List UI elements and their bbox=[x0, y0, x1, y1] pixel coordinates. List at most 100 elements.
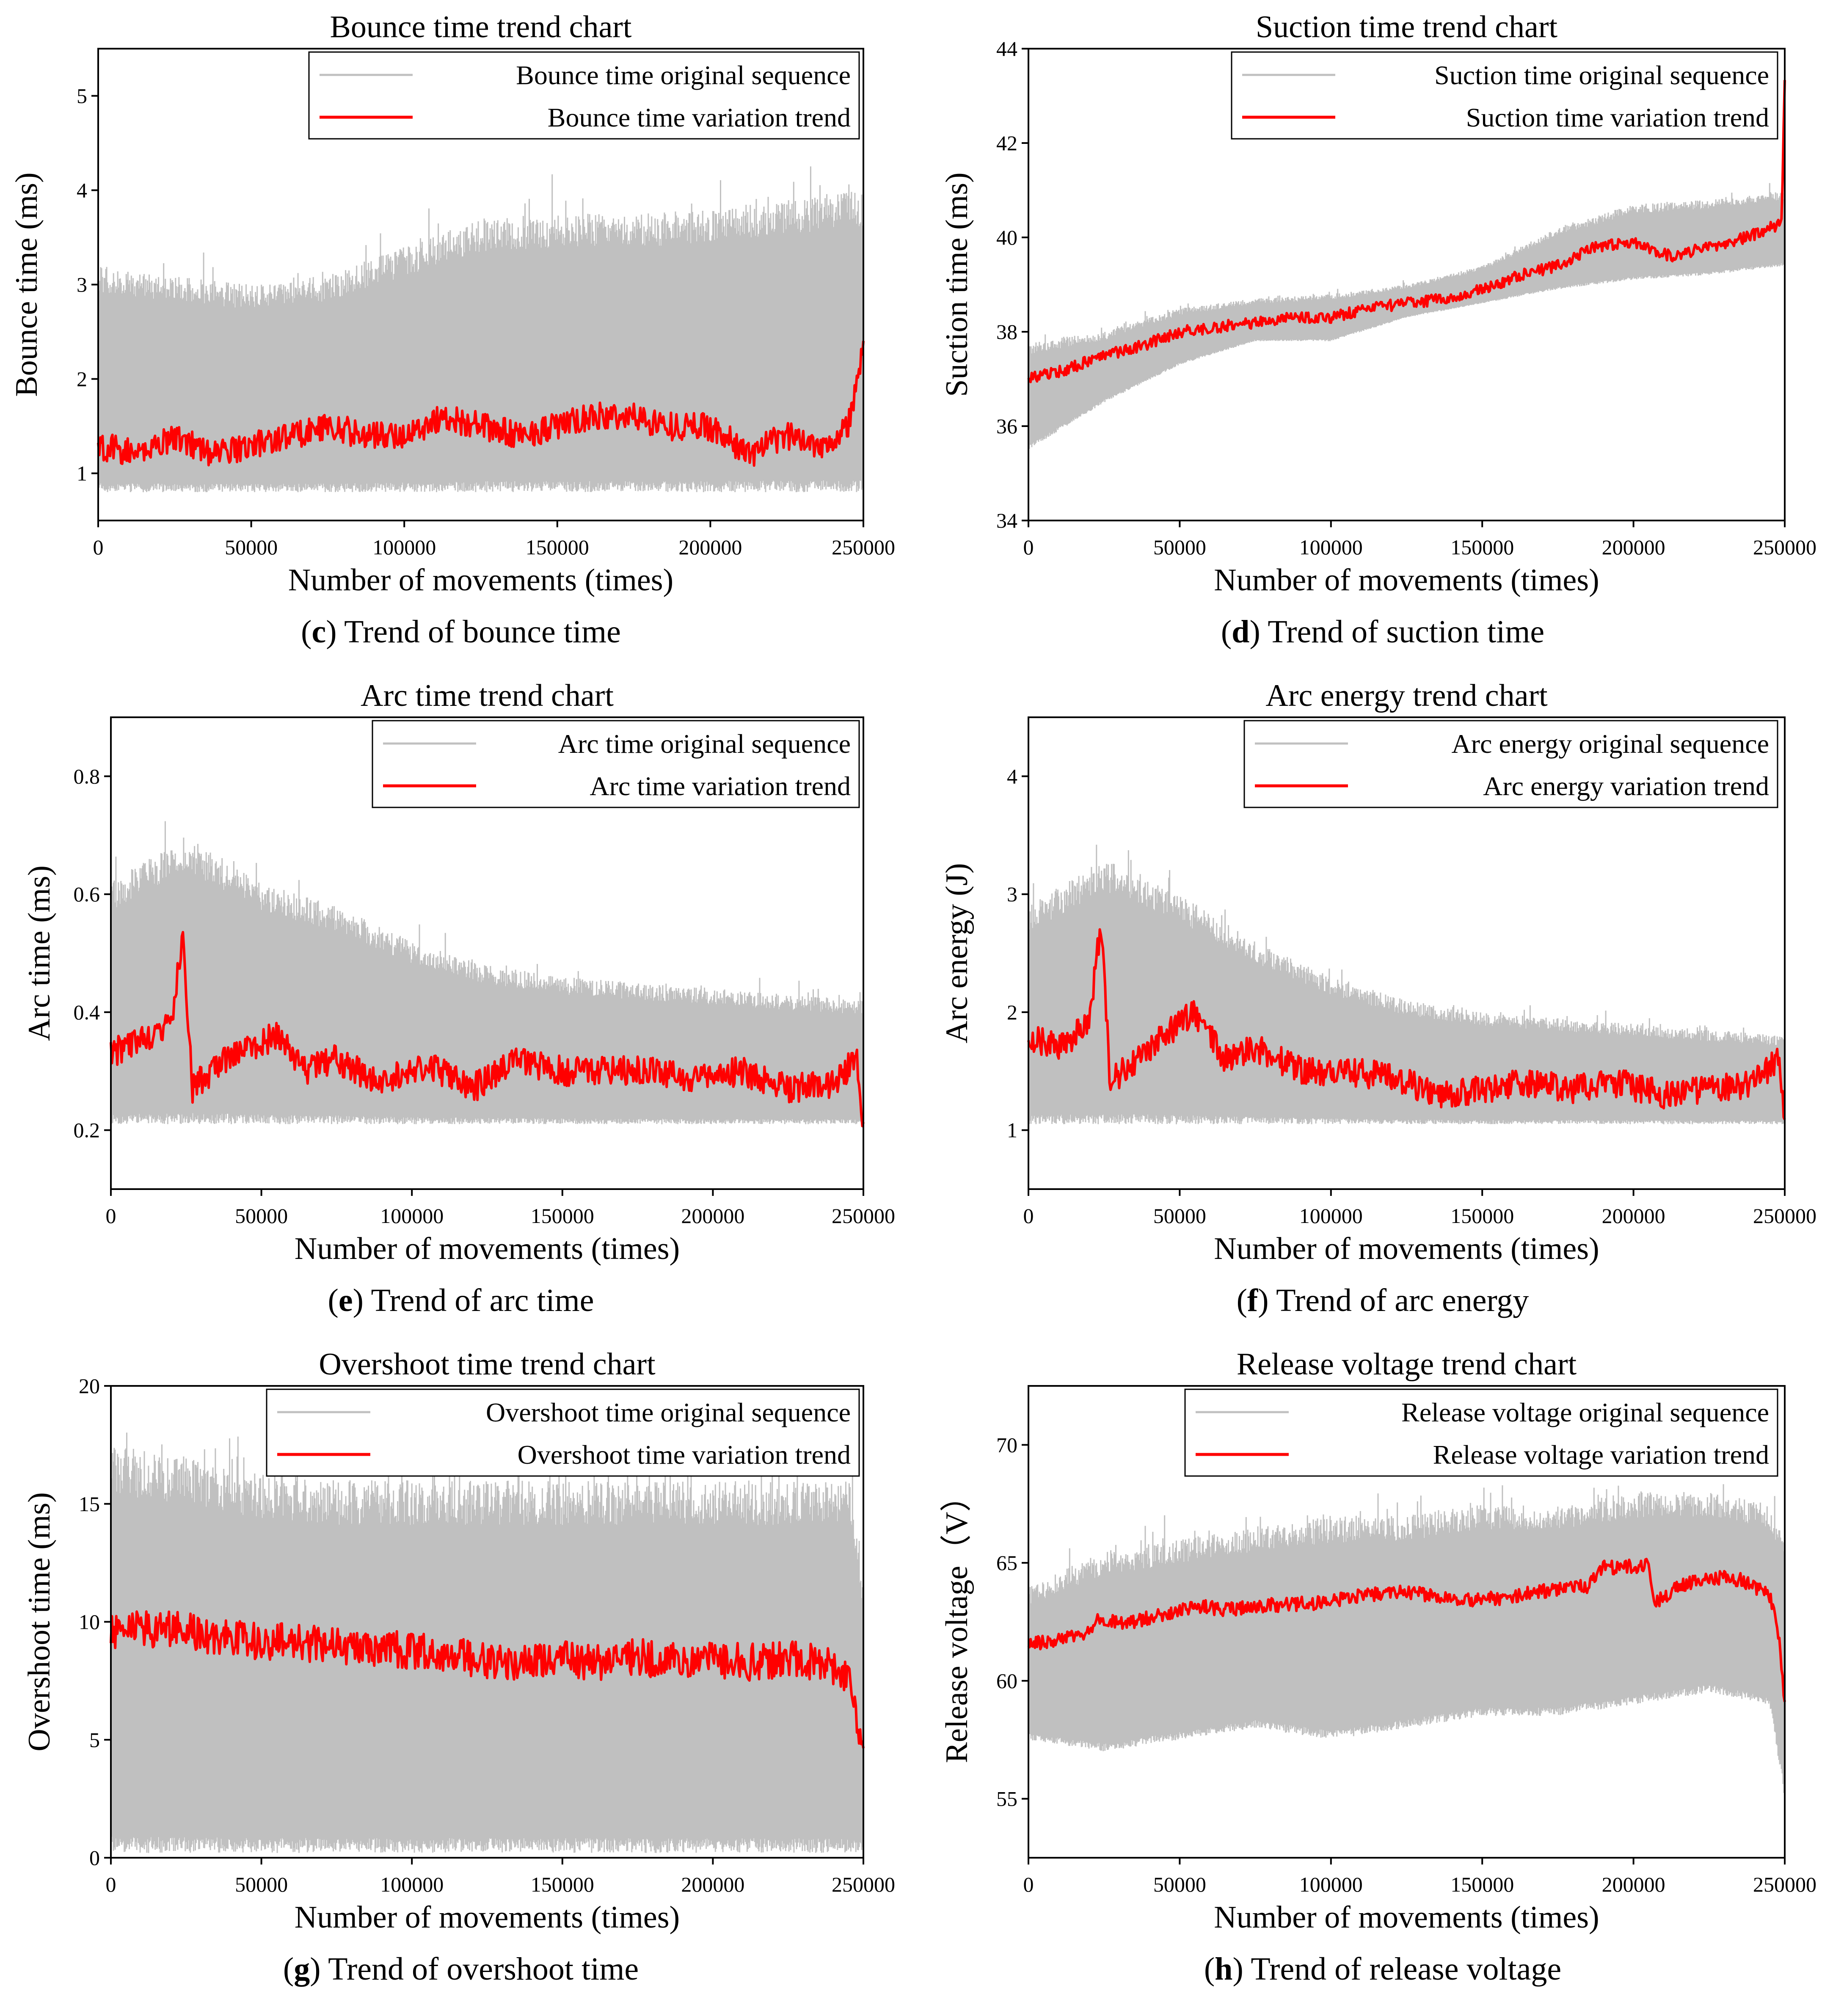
y-tick-label: 20 bbox=[79, 1374, 100, 1398]
caption-g: (g) Trend of overshoot time bbox=[283, 1951, 639, 1987]
legend-box bbox=[1243, 720, 1778, 808]
caption-letter: d bbox=[1232, 614, 1250, 650]
legend-original-label: Arc time original sequence bbox=[558, 729, 851, 759]
y-tick-label: 36 bbox=[996, 414, 1017, 438]
variation-trend-series bbox=[1027, 80, 1786, 383]
y-tick-label: 5 bbox=[77, 84, 87, 108]
caption-h: (h) Trend of release voltage bbox=[1204, 1951, 1562, 1987]
y-tick-label: 0 bbox=[89, 1846, 100, 1870]
x-tick-label: 0 bbox=[106, 1204, 116, 1228]
original-sequence-series bbox=[1028, 1484, 1786, 1793]
y-tick-label: 0.4 bbox=[74, 1000, 100, 1024]
chart-title: Arc time trend chart bbox=[361, 678, 614, 713]
caption-letter: e bbox=[338, 1283, 353, 1318]
legend: Release voltage original sequence Release… bbox=[1184, 1388, 1778, 1477]
legend: Arc time original sequence Arc time varia… bbox=[372, 720, 860, 808]
caption-letter: g bbox=[294, 1951, 310, 1987]
plot-frame bbox=[1028, 716, 1786, 1190]
legend: Arc energy original sequence Arc energy v… bbox=[1243, 720, 1778, 808]
chart-title: Overshoot time trend chart bbox=[319, 1347, 656, 1382]
caption-text: Trend of arc energy bbox=[1268, 1283, 1529, 1318]
legend-trend-label: Bounce time variation trend bbox=[548, 102, 851, 132]
x-tick-label: 100000 bbox=[1299, 1204, 1363, 1228]
legend-trend-label: Arc time variation trend bbox=[590, 771, 851, 801]
legend: Bounce time original sequence Bounce time… bbox=[308, 51, 860, 140]
variation-trend-series bbox=[110, 931, 865, 1128]
x-axis-label: Number of movements (times) bbox=[295, 1900, 680, 1935]
x-tick-label: 150000 bbox=[1450, 1204, 1514, 1228]
x-tick-label: 250000 bbox=[1753, 1204, 1816, 1228]
plot-frame bbox=[110, 716, 864, 1190]
y-tick-label: 44 bbox=[996, 37, 1017, 61]
caption-text: Trend of suction time bbox=[1260, 614, 1545, 650]
caption-text: Trend of arc time bbox=[363, 1283, 594, 1318]
y-tick-label: 0.2 bbox=[74, 1118, 100, 1142]
x-tick-label: 50000 bbox=[1153, 1204, 1206, 1228]
caption-letter: h bbox=[1215, 1951, 1233, 1987]
x-tick-label: 250000 bbox=[1753, 535, 1816, 559]
y-tick-label: 2 bbox=[77, 367, 87, 391]
y-tick-label: 4 bbox=[1007, 764, 1017, 788]
variation-trend-series bbox=[1027, 1558, 1786, 1702]
x-tick-label: 0 bbox=[1023, 1873, 1034, 1896]
x-tick-label: 150000 bbox=[531, 1873, 594, 1896]
y-tick-label: 2 bbox=[1007, 1000, 1017, 1024]
x-tick-label: 200000 bbox=[678, 535, 742, 559]
y-tick-label: 1 bbox=[1007, 1118, 1017, 1142]
plot-frame bbox=[1028, 1385, 1786, 1859]
legend-original-label: Release voltage original sequence bbox=[1401, 1397, 1769, 1427]
legend-box bbox=[372, 720, 860, 808]
x-tick-label: 150000 bbox=[1450, 535, 1514, 559]
x-tick-label: 0 bbox=[106, 1873, 116, 1896]
chart-title: Release voltage trend chart bbox=[1237, 1347, 1577, 1382]
legend-original-label: Bounce time original sequence bbox=[516, 60, 851, 90]
caption-c: (c) Trend of bounce time bbox=[301, 614, 621, 650]
y-tick-label: 40 bbox=[996, 226, 1017, 249]
y-tick-label: 42 bbox=[996, 131, 1017, 155]
arc-energy-chart: Arc energy trend chart 0 50000 100000 150000… bbox=[940, 678, 1816, 1266]
variation-trend-series bbox=[1027, 928, 1786, 1121]
x-tick-label: 50000 bbox=[1153, 1873, 1206, 1896]
y-tick-label: 55 bbox=[996, 1787, 1017, 1811]
caption-letter: f bbox=[1247, 1283, 1258, 1318]
x-tick-label: 250000 bbox=[832, 1873, 895, 1896]
legend-box bbox=[308, 51, 860, 140]
legend: Overshoot time original sequence Overshoo… bbox=[266, 1388, 860, 1477]
caption-e: (e) Trend of arc time bbox=[328, 1283, 594, 1318]
overshoot-time-chart: Overshoot time trend chart 0 50000 100000 15… bbox=[22, 1347, 895, 1935]
legend-box bbox=[1231, 51, 1778, 140]
y-axis-label: Bounce time (ms) bbox=[9, 172, 44, 397]
x-axis-label: Number of movements (times) bbox=[295, 1231, 680, 1266]
x-tick-label: 100000 bbox=[372, 535, 436, 559]
y-tick-label: 65 bbox=[996, 1551, 1017, 1575]
caption-f: (f) Trend of arc energy bbox=[1236, 1283, 1529, 1318]
y-axis-label: Suction time (ms) bbox=[940, 172, 974, 397]
y-tick-label: 4 bbox=[77, 179, 87, 202]
y-tick-label: 3 bbox=[1007, 882, 1017, 906]
original-sequence-series bbox=[1028, 183, 1786, 449]
legend: Suction time original sequence Suction ti… bbox=[1231, 51, 1778, 140]
x-tick-label: 100000 bbox=[380, 1873, 444, 1896]
legend-box bbox=[1184, 1388, 1778, 1477]
legend-trend-label: Overshoot time variation trend bbox=[518, 1440, 851, 1470]
x-tick-label: 50000 bbox=[235, 1873, 288, 1896]
y-tick-label: 34 bbox=[996, 509, 1017, 532]
caption-d: (d) Trend of suction time bbox=[1221, 614, 1545, 650]
caption-letter: c bbox=[311, 614, 326, 650]
x-tick-label: 0 bbox=[1023, 1204, 1034, 1228]
x-axis-label: Number of movements (times) bbox=[1214, 1900, 1599, 1935]
y-tick-label: 70 bbox=[996, 1433, 1017, 1457]
x-tick-label: 150000 bbox=[531, 1204, 594, 1228]
x-tick-label: 100000 bbox=[1299, 535, 1363, 559]
x-tick-label: 200000 bbox=[1602, 1873, 1665, 1896]
y-axis-label: Overshoot time (ms) bbox=[22, 1492, 57, 1751]
y-tick-label: 0.8 bbox=[74, 764, 100, 788]
y-tick-label: 38 bbox=[996, 320, 1017, 344]
plot-frame bbox=[1028, 48, 1786, 521]
x-axis-label: Number of movements (times) bbox=[288, 563, 673, 598]
y-tick-label: 10 bbox=[79, 1610, 100, 1634]
y-tick-label: 5 bbox=[89, 1728, 100, 1752]
x-tick-label: 50000 bbox=[225, 535, 278, 559]
legend-original-label: Overshoot time original sequence bbox=[486, 1397, 851, 1427]
legend-original-label: Suction time original sequence bbox=[1434, 60, 1769, 90]
